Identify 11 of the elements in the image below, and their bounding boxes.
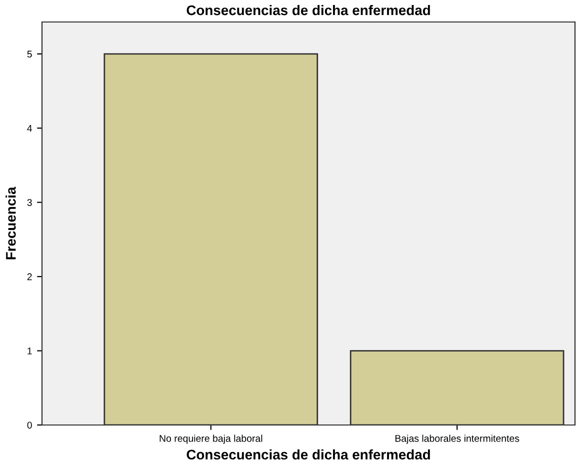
y-tick-label: 1: [28, 348, 32, 354]
x-tick-label: No requiere baja laboral: [160, 434, 262, 444]
y-tick-label: 5: [27, 50, 32, 58]
y-tick-label: 3: [27, 199, 32, 206]
y-axis-title: Frecuencia: [6, 186, 16, 260]
y-tick-label: 0: [27, 422, 32, 429]
x-tick-label: Bajas laborales intermitentes: [395, 434, 520, 444]
x-axis-title: Consecuencias de dicha enfermedad: [186, 449, 430, 460]
y-tick-label: 2: [27, 273, 32, 280]
y-tick-label: 4: [27, 124, 32, 132]
chart-title: Consecuencias de dicha enfermedad: [186, 4, 430, 16]
